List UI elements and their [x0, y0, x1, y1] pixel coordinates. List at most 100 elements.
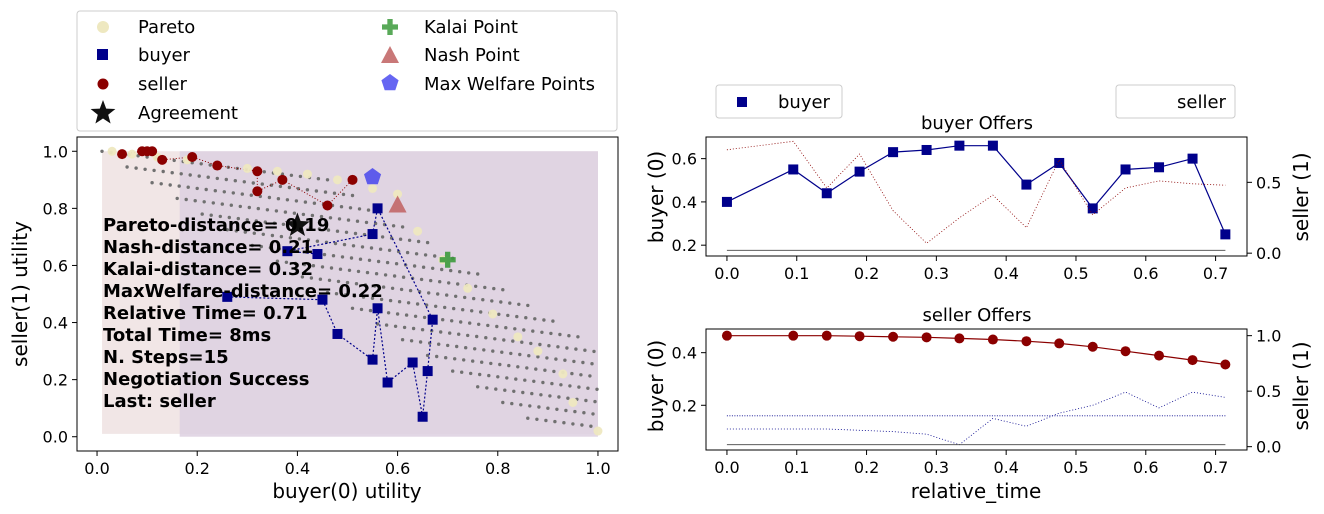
outcome-dot — [539, 393, 543, 397]
buyer-offers-series — [721, 140, 1231, 251]
x-tick-label: 0.1 — [784, 458, 809, 477]
outcome-dot — [225, 228, 229, 232]
outcome-dot — [243, 230, 247, 234]
outcome-dot — [563, 358, 567, 362]
outcome-dot — [270, 233, 275, 238]
outcome-dot — [416, 239, 421, 244]
x-tick-label: 0.4 — [993, 264, 1018, 283]
outcome-dot — [564, 408, 568, 413]
outcome-dot — [504, 326, 508, 330]
outcome-dot — [308, 226, 313, 230]
outcome-dot — [352, 294, 357, 298]
outcome-dot — [366, 208, 371, 212]
outcome-dot — [521, 390, 525, 395]
outcome-dot — [213, 189, 217, 193]
seller-offer-point — [252, 186, 263, 197]
outcome-dot — [284, 260, 289, 264]
outcome-dot — [502, 338, 506, 342]
seller-offer-point — [788, 330, 799, 341]
outcome-dot — [580, 423, 584, 427]
x-tick-label: 0.0 — [714, 458, 739, 477]
outcome-dot — [335, 229, 340, 233]
outcome-dot — [418, 340, 423, 344]
outcome-dot — [254, 219, 258, 223]
outcome-dot — [245, 218, 249, 222]
outcome-dot — [215, 176, 219, 181]
outcome-dot — [586, 386, 590, 390]
buyer-offers-plot: buyer Offers 0.0 0.1 0.2 0.3 0.4 0.5 0.6 0.7 0.2… — [644, 113, 1313, 283]
outcome-dot — [530, 391, 534, 396]
outcome-dot — [274, 209, 279, 213]
x-tick-label: 0.5 — [1063, 264, 1088, 283]
outcome-dot — [579, 373, 583, 377]
outcome-dot — [441, 318, 445, 322]
outcome-dot — [519, 403, 523, 407]
outcome-dot — [175, 196, 179, 201]
outcome-dot — [473, 347, 477, 351]
outcome-dot — [509, 351, 513, 356]
outcome-dot — [425, 353, 430, 358]
outcome-dot — [251, 181, 255, 185]
outcome-dot — [303, 200, 308, 204]
outcome-dot — [289, 173, 294, 177]
outcome-dot — [449, 268, 453, 273]
outcome-dot — [535, 417, 539, 421]
outcome-dot — [487, 373, 491, 378]
seller-utility-dotted-line — [726, 140, 1226, 244]
outcome-dot — [323, 190, 328, 194]
seller-offer-point — [721, 330, 732, 341]
legend-welfare-marker — [381, 74, 399, 91]
outcome-dot — [334, 292, 339, 296]
outcome-dot — [506, 313, 510, 318]
outcome-dot — [482, 348, 486, 352]
outcome-dot — [455, 344, 459, 349]
buyer-offer-point — [367, 229, 378, 240]
seller-offer-point — [252, 166, 263, 177]
outcome-dot — [459, 320, 463, 324]
outcome-dot — [310, 213, 315, 218]
outcome-dot — [398, 237, 403, 241]
outcome-dot — [412, 264, 417, 268]
outcome-dot — [538, 342, 542, 347]
outcome-dot — [238, 204, 242, 209]
outcome-dot — [445, 293, 449, 297]
utility-y-label: seller(1) utility — [8, 221, 32, 367]
outcome-dot — [265, 208, 270, 212]
outcome-dot — [227, 215, 231, 220]
right-legend-buyer: buyer — [715, 84, 843, 119]
outcome-dot — [458, 270, 462, 274]
info-line: Kalai-distance= 0.32 — [103, 259, 313, 280]
outcome-dot — [279, 234, 284, 239]
outcome-dot — [100, 149, 104, 153]
outcome-dot — [422, 315, 427, 320]
legend-pareto-marker — [97, 21, 109, 33]
buyer-offer-point — [427, 314, 438, 325]
outcome-dot — [336, 279, 341, 284]
outcome-dot — [508, 301, 512, 305]
outcome-dot — [511, 339, 515, 343]
outcome-dot — [345, 280, 350, 285]
right-legend-buyer-label: buyer — [778, 92, 831, 113]
x-tick-label: 0.5 — [1063, 458, 1088, 477]
pareto-point — [368, 183, 378, 193]
outcome-dot — [204, 187, 208, 192]
outcome-dot — [397, 300, 402, 304]
pareto-point — [272, 166, 282, 176]
outcome-dot — [421, 265, 426, 269]
outcome-dot — [501, 400, 505, 405]
seller-offer-point — [347, 174, 358, 185]
outcome-dot — [592, 349, 596, 354]
outcome-dot — [475, 334, 479, 339]
outcome-dot — [197, 174, 201, 178]
outcome-dot — [357, 207, 362, 211]
outcome-dot — [433, 254, 437, 258]
outcome-dot — [272, 221, 277, 225]
outcome-dot — [520, 340, 524, 344]
outcome-dot — [260, 182, 264, 186]
outcome-dot — [394, 262, 399, 266]
buyer-offer-point — [222, 291, 233, 302]
outcome-dot — [536, 355, 540, 359]
outcome-dot — [532, 379, 536, 383]
outcome-dot — [159, 182, 163, 186]
scatter-marks — [107, 146, 603, 436]
